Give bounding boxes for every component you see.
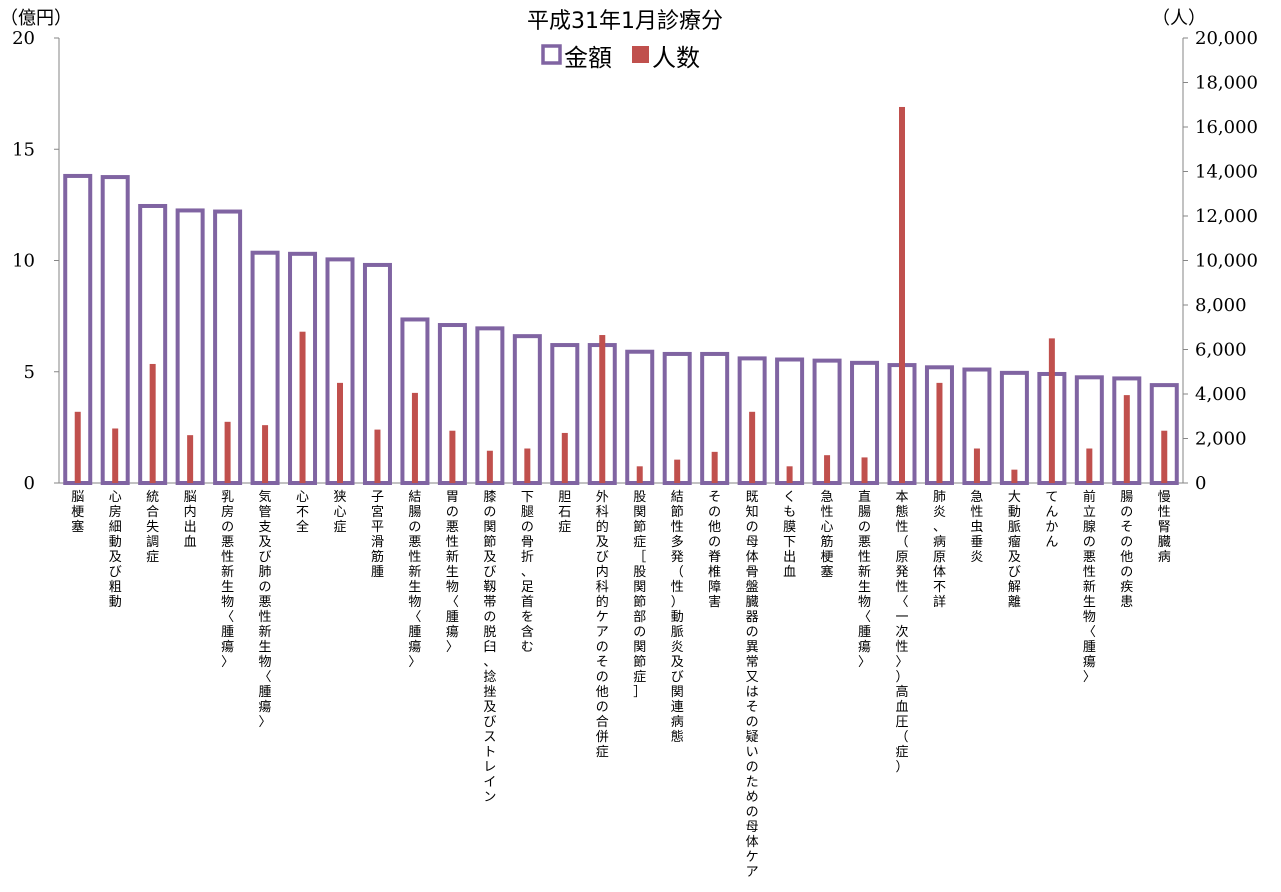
y-tick-label-right: 14,000: [1195, 162, 1258, 183]
bar-people: [449, 430, 456, 483]
x-tick-label: くも膜下出血: [783, 490, 796, 580]
x-tick-label: 心房細動及び粗動: [109, 490, 122, 610]
legend-label-amount: 金額: [564, 44, 612, 72]
y-ticks-right: 0 2,000 4,000 6,000 8,000 10,000 12,000 14,000 1…: [1183, 28, 1258, 494]
x-tick-label: 下腿の骨折、足首を含む: [521, 490, 534, 655]
y-tick-label-left: 10: [12, 251, 35, 272]
bar-people: [1161, 430, 1168, 483]
x-tick-label: 急性虫垂炎: [970, 490, 983, 565]
x-tick-label: 狭心症: [333, 490, 346, 535]
x-tick-label: 腸のその他の疾患: [1120, 490, 1133, 610]
bar-people: [149, 363, 156, 483]
bar-amount: [625, 349, 655, 485]
bar-people: [1123, 395, 1130, 483]
y-tick-label-right: 18,000: [1195, 73, 1258, 94]
x-tick-label: 膝の関節及び靱帯の脱臼、捻挫及びストレイン: [483, 490, 496, 805]
x-tick-label: 既知の母体骨盤臓器の異常又はその疑いのための母体ケア: [746, 490, 759, 880]
x-tick-label: 脳梗塞: [71, 490, 84, 535]
bar-people: [262, 425, 269, 483]
bar-people: [824, 455, 831, 483]
x-tick-label: 慢性腎臓病: [1158, 489, 1171, 565]
bar-people: [299, 331, 306, 483]
bar-people: [486, 450, 493, 483]
bar-people: [899, 106, 905, 483]
x-tick-label: 急性心筋梗塞: [821, 490, 834, 580]
x-tick-label: 心不全: [296, 490, 309, 535]
bar-people: [224, 421, 231, 483]
bar-people: [749, 411, 756, 483]
bar-people: [973, 448, 980, 483]
bar-people: [636, 466, 643, 483]
y-tick-label-right: 6,000: [1195, 340, 1247, 361]
y-ticks-left: 0 5 10 15 20: [12, 28, 59, 494]
y-tick-label-right: 2,000: [1195, 429, 1247, 450]
x-tick-label: 外科的及び内科的ケアのその他の合併症: [596, 490, 609, 760]
x-tick-label: 統合失調症: [146, 490, 159, 565]
bar-people: [674, 459, 681, 483]
y-tick-label-right: 8,000: [1195, 295, 1247, 316]
y-tick-label-left: 20: [12, 28, 35, 49]
y-tick-label-right: 12,000: [1195, 206, 1258, 227]
bar-amount: [999, 370, 1029, 485]
bar-people: [112, 428, 119, 483]
bar-people: [187, 435, 194, 483]
x-tick-label: 本態性（原発性〈一次性〉）高血圧（症）: [895, 490, 908, 775]
x-tick-label: 乳房の悪性新生物〈腫瘍〉: [221, 490, 234, 670]
x-tick-label: 脳内出血: [184, 490, 197, 550]
x-tick-label: 気管支及び肺の悪性新生物〈腫瘍〉: [259, 489, 272, 730]
x-tick-label: 胃の悪性新生物〈腫瘍〉: [446, 490, 459, 655]
y-right-unit: （人）: [1152, 8, 1206, 29]
bar-people: [861, 457, 868, 483]
y-tick-label-right: 16,000: [1195, 117, 1258, 138]
bar-people: [1048, 338, 1055, 483]
y-tick-label-right: 0: [1195, 473, 1206, 494]
chart-title: 平成31年1月診療分: [527, 9, 723, 34]
x-labels: 脳梗塞 心房細動及び粗動 統合失調症 脳内出血 乳房の悪性新生物〈腫瘍〉 気管支及び肺の悪…: [71, 489, 1171, 880]
bar-people: [936, 382, 943, 483]
bar-people: [411, 392, 418, 483]
legend-swatch-amount: [541, 44, 562, 65]
y-tick-label-right: 20,000: [1195, 28, 1258, 49]
bar-people: [1011, 469, 1018, 483]
y-tick-label-left: 15: [12, 139, 35, 160]
x-tick-label: 結節性多発（性）動脈炎及び関連病態: [671, 490, 684, 745]
bar-people: [561, 432, 568, 483]
bar-people: [74, 411, 81, 483]
y-tick-label-left: 0: [24, 473, 35, 494]
x-tick-label: 直腸の悪性新生物〈腫瘍〉: [858, 490, 871, 670]
bar-people: [374, 429, 381, 483]
y-tick-label-right: 10,000: [1195, 251, 1258, 272]
x-tick-label: てんかん: [1045, 490, 1058, 550]
bar-people: [599, 335, 606, 483]
x-tick-label: 肺炎、病原体不詳: [933, 490, 946, 610]
x-tick-label: 胆石症: [558, 490, 571, 535]
legend-label-people: 人数: [652, 44, 700, 72]
bar-people: [337, 382, 343, 483]
x-tick-label: 子宮平滑筋腫: [371, 490, 384, 580]
x-tick-label: 股関節症［股関節部の関節症］: [633, 490, 646, 700]
bar-people: [1086, 448, 1093, 483]
x-tick-label: その他の脊椎障害: [708, 490, 721, 610]
y-tick-label-left: 5: [24, 362, 35, 383]
y-tick-label-right: 4,000: [1195, 384, 1247, 405]
bar-people: [524, 448, 531, 483]
bars: [63, 106, 1179, 486]
bar-people: [711, 451, 718, 483]
bar-people: [786, 466, 793, 483]
bar-amount: [775, 357, 805, 486]
y-left-unit: （億円）: [0, 8, 72, 29]
legend: 金額 人数: [541, 44, 700, 72]
x-tick-label: 前立腺の悪性新生物〈腫瘍〉: [1083, 489, 1096, 685]
x-tick-label: 大動脈瘤及び解離: [1008, 490, 1021, 610]
legend-swatch-people: [632, 46, 649, 63]
x-tick-label: 結腸の悪性新生物〈腫瘍〉: [408, 490, 421, 670]
